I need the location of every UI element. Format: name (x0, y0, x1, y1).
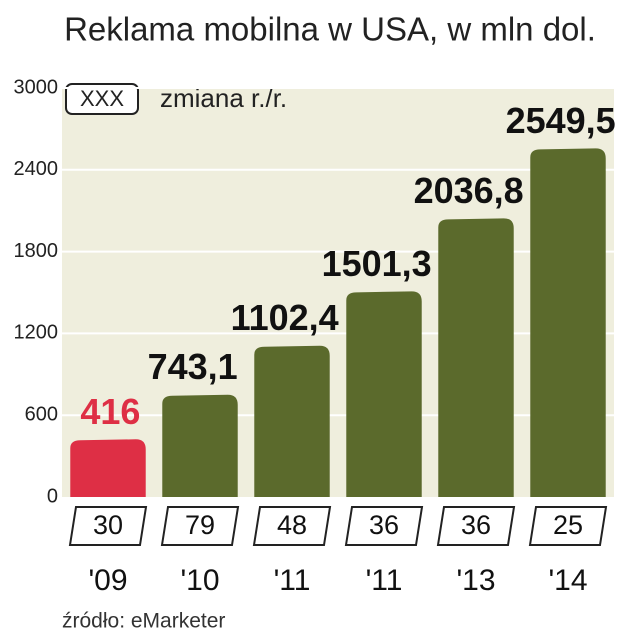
x-tick-label: '11 (366, 564, 403, 597)
change-box (344, 506, 424, 546)
value-label: 1501,3 (322, 243, 432, 284)
change-box (68, 506, 148, 546)
change-box (252, 506, 332, 546)
legend-box (65, 83, 139, 115)
change-box (528, 506, 608, 546)
legend-symbol: XXX (80, 86, 124, 111)
plot-area (62, 88, 614, 497)
bar (70, 439, 146, 497)
source: źródło: eMarketer (62, 610, 225, 633)
bar (162, 394, 238, 497)
change-label: 79 (185, 510, 215, 540)
x-tick-label: '09 (88, 564, 127, 597)
change-label: 30 (93, 510, 123, 540)
change-label: 25 (553, 510, 583, 540)
bar (346, 291, 422, 497)
y-tick-label: 3000 (14, 76, 59, 98)
x-tick-label: '10 (180, 564, 219, 597)
value-label: 743,1 (148, 346, 238, 387)
y-tick-label: 2400 (14, 158, 59, 180)
x-tick-label: '14 (548, 564, 587, 597)
change-label: 36 (369, 510, 399, 540)
value-label: 2036,8 (414, 170, 524, 211)
change-box (160, 506, 240, 546)
bar (530, 148, 606, 498)
x-tick-label: '11 (274, 564, 311, 597)
x-tick-label: '13 (456, 564, 495, 597)
y-tick-label: 600 (25, 403, 58, 425)
value-label: 2549,5 (506, 100, 616, 141)
chart-title: Reklama mobilna w USA, w mln dol. (64, 11, 596, 48)
y-tick-label: 1800 (14, 240, 59, 262)
bar (254, 345, 330, 497)
y-tick-label: 0 (47, 485, 58, 507)
change-label: 48 (277, 510, 307, 540)
value-label: 416 (80, 391, 140, 432)
y-tick-label: 1200 (14, 322, 59, 344)
bar (438, 218, 514, 497)
change-label: 36 (461, 510, 491, 540)
change-box (436, 506, 516, 546)
value-label: 1102,4 (231, 297, 339, 338)
